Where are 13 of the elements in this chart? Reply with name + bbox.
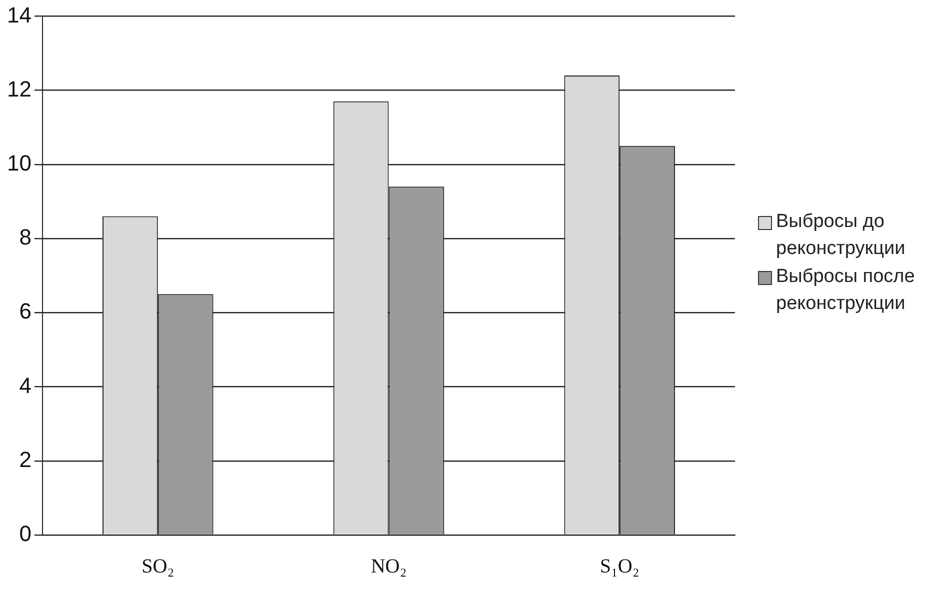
y-tick-label: 4 [19,372,32,398]
y-tick-label: 10 [6,150,32,176]
y-tick-label: 2 [19,446,32,472]
y-tick-label: 0 [19,521,32,546]
legend-label: Выбросы после реконструкции [776,265,916,316]
x-tick-label: NO₂ [370,555,407,578]
legend-label: Выбросы до реконструкции [776,210,906,261]
y-tick-label: 14 [6,2,32,28]
x-tick-label: S₁O₂ [600,555,640,578]
y-tick-label: 12 [6,76,32,102]
y-tick-label: 6 [19,298,32,324]
x-tick-label: SO₂ [142,555,174,578]
y-tick-label: 8 [19,224,32,250]
